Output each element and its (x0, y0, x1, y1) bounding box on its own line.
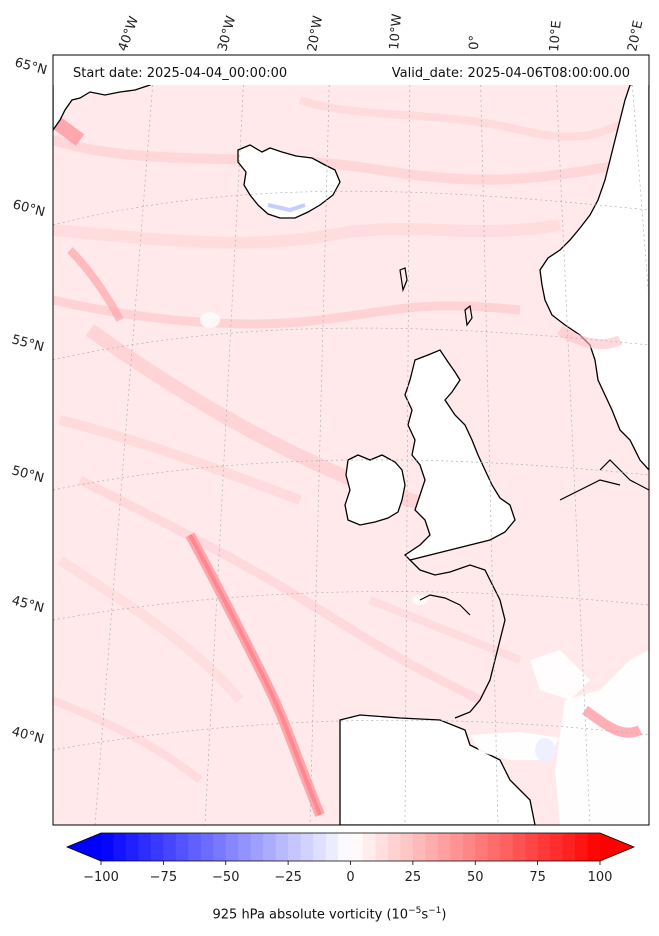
colorbar-level (412, 833, 426, 861)
colorbar-level (425, 833, 439, 861)
colorbar-level (587, 833, 601, 861)
colorbar-level (288, 833, 302, 861)
colorbar-tick-label: 0 (346, 870, 354, 885)
colorbar-level (350, 833, 364, 861)
start-date-label: Start date: 2025-04-04_00:00:00 (73, 66, 288, 81)
lon-label: 40°W (116, 14, 142, 53)
colorbar-level (225, 833, 239, 861)
colorbar-segments (101, 833, 601, 861)
colorbar-level (500, 833, 514, 861)
colorbar-level (387, 833, 401, 861)
colorbar-level (163, 833, 177, 861)
colorbar-level (213, 833, 227, 861)
colorbar-tick-label: −50 (212, 870, 239, 885)
colorbar-level (437, 833, 451, 861)
colorbar-level (125, 833, 140, 861)
colorbar-ticks: −100 −75 −50 −25 0 25 50 75 100 (83, 861, 612, 885)
lon-label: 30°W (215, 14, 239, 53)
lon-label: 20°W (305, 15, 326, 53)
lon-label: 10°W (387, 13, 405, 50)
colorbar-level (138, 833, 152, 861)
lon-label: 0° (467, 35, 483, 50)
colorbar: −100 −75 −50 −25 0 25 50 75 100 (65, 832, 636, 885)
colorbar-tick-label: 100 (588, 870, 613, 885)
colorbar-level (537, 833, 551, 861)
lat-label: 45°N (10, 593, 46, 616)
valid-date-label: Valid_date: 2025-04-06T08:00:00.00 (391, 66, 630, 81)
great-britain-land (403, 349, 516, 561)
scandinavia-land (539, 79, 649, 471)
colorbar-level (487, 833, 501, 861)
lat-label: 40°N (10, 724, 46, 747)
colorbar-level (150, 833, 164, 861)
colorbar-level (575, 833, 589, 861)
lat-label: 50°N (10, 463, 46, 486)
colorbar-level (462, 833, 476, 861)
colorbar-level (313, 833, 327, 861)
colorbar-tick-label: 50 (467, 870, 484, 885)
colorbar-title-exp1: −5 (408, 906, 422, 916)
longitude-labels: 40°W 30°W 20°W 10°W 0° 10°E 20°E (116, 13, 647, 53)
lon-label: 10°E (547, 20, 565, 52)
colorbar-level (475, 833, 489, 861)
colorbar-title-main: 925 hPa absolute vorticity (10 (212, 907, 409, 923)
colorbar-level (250, 833, 264, 861)
colorbar-level (263, 833, 277, 861)
colorbar-level (200, 833, 214, 861)
colorbar-tick-label: −25 (274, 870, 301, 885)
colorbar-level (188, 833, 202, 861)
colorbar-level (300, 833, 314, 861)
colorbar-title-end: ) (441, 907, 447, 923)
colorbar-level (450, 833, 464, 861)
colorbar-level (362, 833, 377, 861)
colorbar-level (175, 833, 189, 861)
colorbar-tick-label: −75 (150, 870, 177, 885)
colorbar-level (512, 833, 526, 861)
colorbar-level (101, 833, 115, 861)
colorbar-tick-label: −100 (83, 870, 119, 885)
graticule (53, 55, 649, 825)
lat-label: 55°N (10, 332, 46, 355)
colorbar-level (113, 833, 127, 861)
vorticity-streaks (53, 96, 649, 784)
colorbar-level (550, 833, 564, 861)
map-frame (52, 54, 650, 826)
colorbar-min-extend (67, 833, 101, 861)
colorbar-level (375, 833, 389, 861)
colorbar-level (338, 833, 352, 861)
field-background (53, 55, 649, 825)
colorbar-level (525, 833, 539, 861)
latitude-labels: 65°N 60°N 55°N 50°N 45°N 40°N (10, 55, 49, 747)
lat-label: 60°N (11, 197, 47, 220)
colorbar-tick-label: 25 (405, 870, 422, 885)
header-strip (53, 55, 649, 85)
colorbar-title-mid: s (421, 907, 429, 923)
colorbar-tick-label: 75 (529, 870, 546, 885)
iberia-land (339, 714, 536, 825)
colorbar-level (238, 833, 252, 861)
lon-label: 20°E (625, 19, 646, 53)
lat-label: 65°N (13, 55, 49, 78)
vorticity-field (53, 55, 649, 825)
colorbar-title: 925 hPa absolute vorticity (10−5s−1) (0, 906, 659, 922)
colorbar-level (325, 833, 339, 861)
colorbar-level (400, 833, 414, 861)
colorbar-level (275, 833, 289, 861)
colorbar-level (562, 833, 576, 861)
ireland-land (344, 454, 406, 526)
colorbar-title-exp2: −1 (428, 906, 442, 916)
colorbar-max-extend (600, 833, 634, 861)
